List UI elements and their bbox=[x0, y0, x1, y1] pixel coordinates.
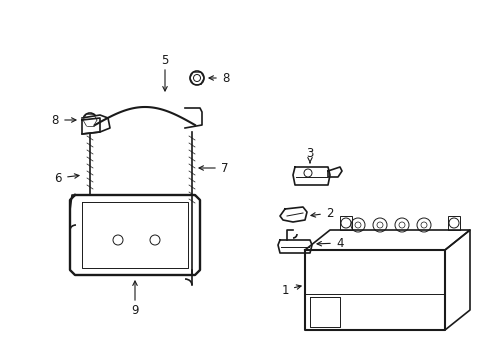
Polygon shape bbox=[305, 230, 469, 250]
Text: 9: 9 bbox=[131, 303, 139, 316]
Text: 2: 2 bbox=[325, 207, 333, 220]
Text: 7: 7 bbox=[221, 162, 228, 175]
Polygon shape bbox=[292, 167, 329, 185]
Polygon shape bbox=[82, 118, 100, 134]
Polygon shape bbox=[278, 240, 311, 253]
Polygon shape bbox=[305, 250, 444, 330]
Text: 5: 5 bbox=[161, 54, 168, 67]
Text: 4: 4 bbox=[336, 237, 343, 249]
Text: 3: 3 bbox=[305, 147, 313, 159]
Polygon shape bbox=[82, 115, 110, 134]
Polygon shape bbox=[280, 207, 306, 222]
Polygon shape bbox=[444, 230, 469, 330]
Polygon shape bbox=[184, 108, 202, 128]
Text: 1: 1 bbox=[281, 284, 288, 297]
Text: 6: 6 bbox=[54, 171, 61, 185]
Polygon shape bbox=[327, 167, 341, 177]
Text: 8: 8 bbox=[51, 113, 59, 126]
Text: 8: 8 bbox=[222, 72, 229, 85]
